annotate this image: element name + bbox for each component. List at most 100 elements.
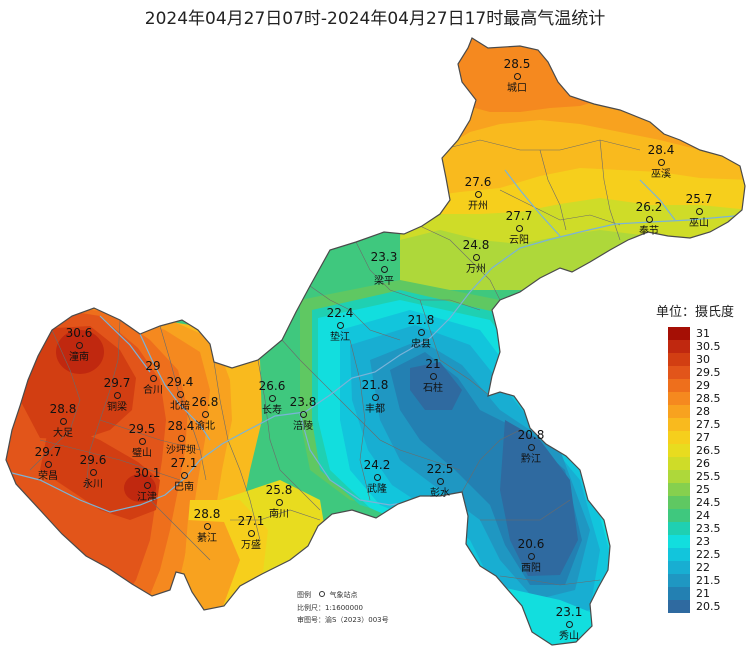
legend-swatch: [668, 366, 690, 379]
legend-label: 22: [696, 561, 710, 574]
legend-swatch: [668, 483, 690, 496]
legend-label: 23.5: [696, 522, 721, 535]
station-dot-icon: [89, 468, 97, 476]
legend-swatch: [668, 392, 690, 405]
station-value: 23.8: [289, 395, 317, 409]
legend-label: 24: [696, 509, 710, 522]
station-name: 沙坪坝: [166, 445, 196, 456]
station-dot-icon: [113, 391, 121, 399]
station-value: 25.8: [265, 483, 293, 497]
station-dot-icon: [565, 620, 573, 628]
legend-swatch: [668, 509, 690, 522]
map-scale: 比例尺：1:1600000: [297, 604, 363, 612]
legend-caption: 图例: [297, 591, 311, 599]
station-dot-icon: [275, 498, 283, 506]
legend-label: 28.5: [696, 392, 721, 405]
station-value: 26.2: [635, 200, 663, 214]
legend-title: 单位：摄氏度: [656, 305, 735, 320]
legend-label: 20.5: [696, 600, 721, 613]
station-name: 武隆: [367, 484, 387, 495]
station-dot-icon: [247, 529, 255, 537]
legend-swatch: [668, 327, 690, 340]
legend-swatch: [668, 379, 690, 392]
station-name: 酉阳: [521, 563, 541, 574]
station-dot-icon: [59, 417, 67, 425]
station-name: 永川: [83, 479, 103, 490]
station-value: 28.8: [49, 402, 77, 416]
station-value: 25.7: [685, 192, 713, 206]
station-name: 万盛: [241, 540, 261, 551]
station-name: 渝北: [195, 421, 215, 432]
station-dot-icon: [44, 460, 52, 468]
station-name: 云阳: [509, 235, 529, 246]
station-dot-icon: [515, 224, 523, 232]
station-value: 21.8: [407, 313, 435, 327]
station-name: 秀山: [559, 631, 579, 642]
legend-label: 29.5: [696, 366, 721, 379]
legend-swatch: [668, 405, 690, 418]
station-value: 30.1: [133, 466, 161, 480]
station-value: 29.7: [103, 376, 131, 390]
station-dot-icon: [336, 321, 344, 329]
station-dot-icon: [527, 443, 535, 451]
station-name: 潼南: [69, 352, 89, 363]
station-dot-icon: [180, 471, 188, 479]
station-name: 璧山: [132, 448, 152, 459]
station-value: 26.8: [191, 395, 219, 409]
station-name: 大足: [53, 428, 73, 439]
station-name: 綦江: [197, 533, 217, 544]
station-name: 长寿: [262, 405, 282, 416]
station-value: 29.4: [166, 375, 194, 389]
station-name: 石柱: [423, 383, 443, 394]
station-name: 南川: [269, 509, 289, 520]
legend-swatch: [668, 522, 690, 535]
map-title: 2024年04月27日07时-2024年04月27日17时最高气温统计: [144, 9, 606, 29]
station-value: 20.8: [517, 428, 545, 442]
station-dot-icon: [176, 390, 184, 398]
station-name: 丰都: [365, 404, 385, 415]
station-value: 28.5: [503, 57, 531, 71]
station-value: 30.6: [65, 326, 93, 340]
station-value: 20.6: [517, 537, 545, 551]
station-name: 巫溪: [651, 169, 671, 180]
legend-swatch: [668, 457, 690, 470]
station-name: 铜梁: [107, 402, 127, 413]
station-value: 29: [145, 359, 161, 373]
legend-label: 28: [696, 405, 710, 418]
station-value: 28.4: [647, 143, 675, 157]
station-dot-icon: [695, 207, 703, 215]
station-name: 万州: [466, 264, 486, 275]
station-name: 江津: [137, 492, 157, 503]
legend-swatch: [668, 561, 690, 574]
legend-swatch: [668, 353, 690, 366]
legend-swatch: [668, 535, 690, 548]
legend-label: 30.5: [696, 340, 721, 353]
station-name: 荣昌: [38, 471, 58, 482]
station-dot-icon: [474, 190, 482, 198]
station-dot-icon: [645, 215, 653, 223]
station-name: 忠县: [411, 339, 431, 350]
legend-label: 25: [696, 483, 710, 496]
station-value: 27.7: [505, 209, 533, 223]
station-value: 23.3: [370, 250, 398, 264]
station-name: 彭水: [430, 488, 450, 499]
station-value: 29.7: [34, 445, 62, 459]
station-value: 28.8: [193, 507, 221, 521]
station-name: 涪陵: [293, 421, 313, 432]
station-name: 巫山: [689, 218, 709, 229]
station-value: 23.1: [555, 605, 583, 619]
legend-label: 24.5: [696, 496, 721, 509]
station-value: 27.1: [237, 514, 265, 528]
station-dot-icon: [75, 341, 83, 349]
station-dot-icon: [373, 473, 381, 481]
station-dot-icon: [380, 265, 388, 273]
station-dot-icon: [513, 72, 521, 80]
station-dot-icon: [177, 434, 185, 442]
legend-swatch: [668, 548, 690, 561]
legend-label: 29: [696, 379, 710, 392]
station-value: 26.6: [258, 379, 286, 393]
station-symbol-label: 气象站点: [329, 591, 358, 599]
station-dot-icon: [149, 374, 157, 382]
